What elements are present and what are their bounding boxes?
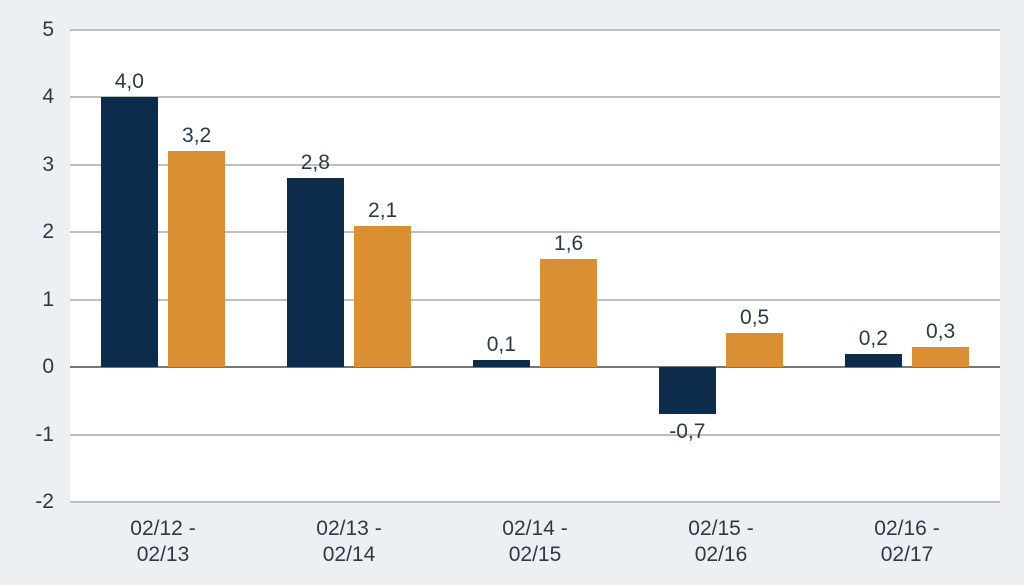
y-tick-label: -2 [0, 490, 54, 514]
bar-value-label: 0,2 [859, 327, 888, 351]
y-tick-label: 0 [0, 355, 54, 379]
y-tick-label: 5 [0, 18, 54, 42]
bar-value-label: 2,1 [368, 199, 397, 223]
bar-chart: 4,0 3,2 2,8 2,1 0,1 1,6 -0,7 0,5 0,2 0,3 -2 -1 0 1 2 3… [0, 0, 1024, 585]
bar-series-b [726, 333, 783, 367]
bar-value-label: 1,6 [554, 232, 583, 256]
bar-series-b [540, 259, 597, 367]
gridline [70, 434, 1000, 436]
x-tick-label: 02/15 - 02/16 [688, 516, 753, 569]
y-tick-label: 2 [0, 220, 54, 244]
bar-series-a [473, 360, 530, 367]
x-tick-label: 02/16 - 02/17 [874, 516, 939, 569]
bar-series-a [659, 367, 716, 414]
bar-value-label: 0,1 [487, 333, 516, 357]
bar-series-a [287, 178, 344, 367]
plot-area: 4,0 3,2 2,8 2,1 0,1 1,6 -0,7 0,5 0,2 0,3 [70, 30, 1000, 502]
x-tick-label: 02/14 - 02/15 [502, 516, 567, 569]
bar-value-label: 3,2 [182, 124, 211, 148]
y-tick-label: 1 [0, 288, 54, 312]
bar-value-label: 0,3 [926, 320, 955, 344]
bar-value-label: 0,5 [740, 306, 769, 330]
bar-series-a [845, 354, 902, 367]
x-tick-label: 02/13 - 02/14 [316, 516, 381, 569]
y-tick-label: -1 [0, 423, 54, 447]
y-tick-label: 3 [0, 153, 54, 177]
bar-value-label: 4,0 [115, 70, 144, 94]
bar-series-b [912, 347, 969, 367]
y-tick-label: 4 [0, 85, 54, 109]
gridline [70, 96, 1000, 98]
bar-series-a [101, 97, 158, 367]
bar-series-b [168, 151, 225, 367]
gridline [70, 29, 1000, 31]
bar-value-label: -0,7 [669, 420, 705, 444]
bar-value-label: 2,8 [301, 151, 330, 175]
gridline [70, 501, 1000, 503]
bar-series-b [354, 226, 411, 368]
x-tick-label: 02/12 - 02/13 [130, 516, 195, 569]
